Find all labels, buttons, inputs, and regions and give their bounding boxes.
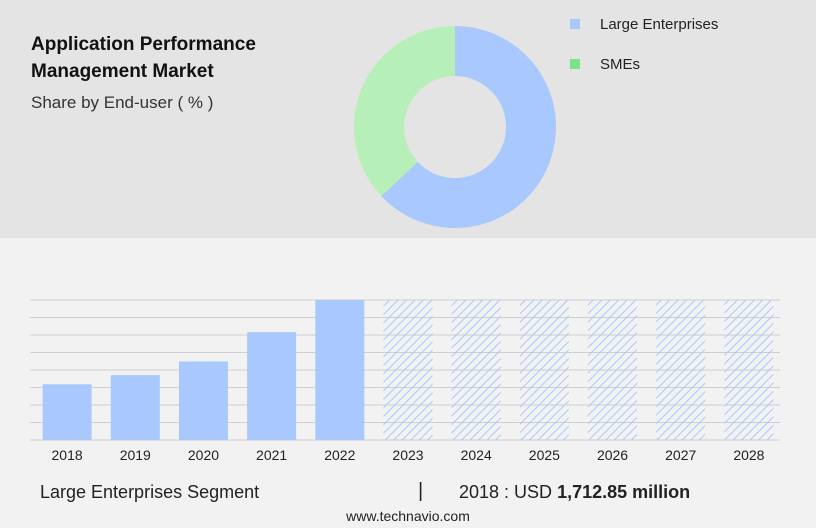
forecast-bar-2027 [656,300,706,440]
legend-label-large-enterprises: Large Enterprises [600,15,719,33]
forecast-bar-2026 [588,300,638,440]
footer-year-label: 2018 : USD [459,482,553,502]
legend-item-smes: SMEs [570,54,718,74]
chart-subtitle: Share by End-user ( % ) [31,93,214,112]
donut-slice-large-enterprises [381,26,556,228]
bar-2022 [315,300,365,440]
donut-chart [354,25,556,228]
chart-title: Application Performance Management Marke… [31,34,256,82]
footer-segment-label: Large Enterprises Segment [40,482,260,502]
bar-2018 [42,384,92,440]
bar-2020 [178,361,228,440]
bar-chart: 2018 2019 2020 2021 2022 2023 2024 2025 2026 2027… [30,299,780,463]
bar-2021 [247,332,297,440]
forecast-bar-2023 [383,300,433,440]
x-tick-label-2021: 2021 [256,447,287,463]
legend-label-smes: SMEs [600,55,641,73]
legend-swatch-smes [570,59,580,69]
forecast-bar-2025 [519,300,569,440]
bar-2019 [110,375,160,440]
legend-item-large-enterprises: Large Enterprises [570,14,718,34]
forecast-bar-2024 [451,300,501,440]
x-tick-label-2023: 2023 [392,447,423,463]
x-tick-label-2019: 2019 [120,447,151,463]
legend-swatch-large-enterprises [570,19,580,29]
x-tick-label-2027: 2027 [665,447,696,463]
x-tick-label-2028: 2028 [733,447,764,463]
forecast-bar-2028 [724,300,774,440]
legend: Large Enterprises SMEs [570,14,718,94]
footer-value: 2018 : USD 1,712.85 million [459,482,690,503]
footer-divider: | [418,480,424,502]
x-tick-label-2022: 2022 [324,447,355,463]
footer-value-amount: 1,712.85 million [557,482,691,502]
x-tick-label-2018: 2018 [52,447,83,463]
x-tick-label-2024: 2024 [461,447,492,463]
x-tick-label-2025: 2025 [529,447,560,463]
x-tick-label-2026: 2026 [597,447,628,463]
source-link[interactable]: www.technavio.com [346,508,470,524]
x-tick-label-2020: 2020 [188,447,219,463]
donut-slice-smes [354,25,455,197]
